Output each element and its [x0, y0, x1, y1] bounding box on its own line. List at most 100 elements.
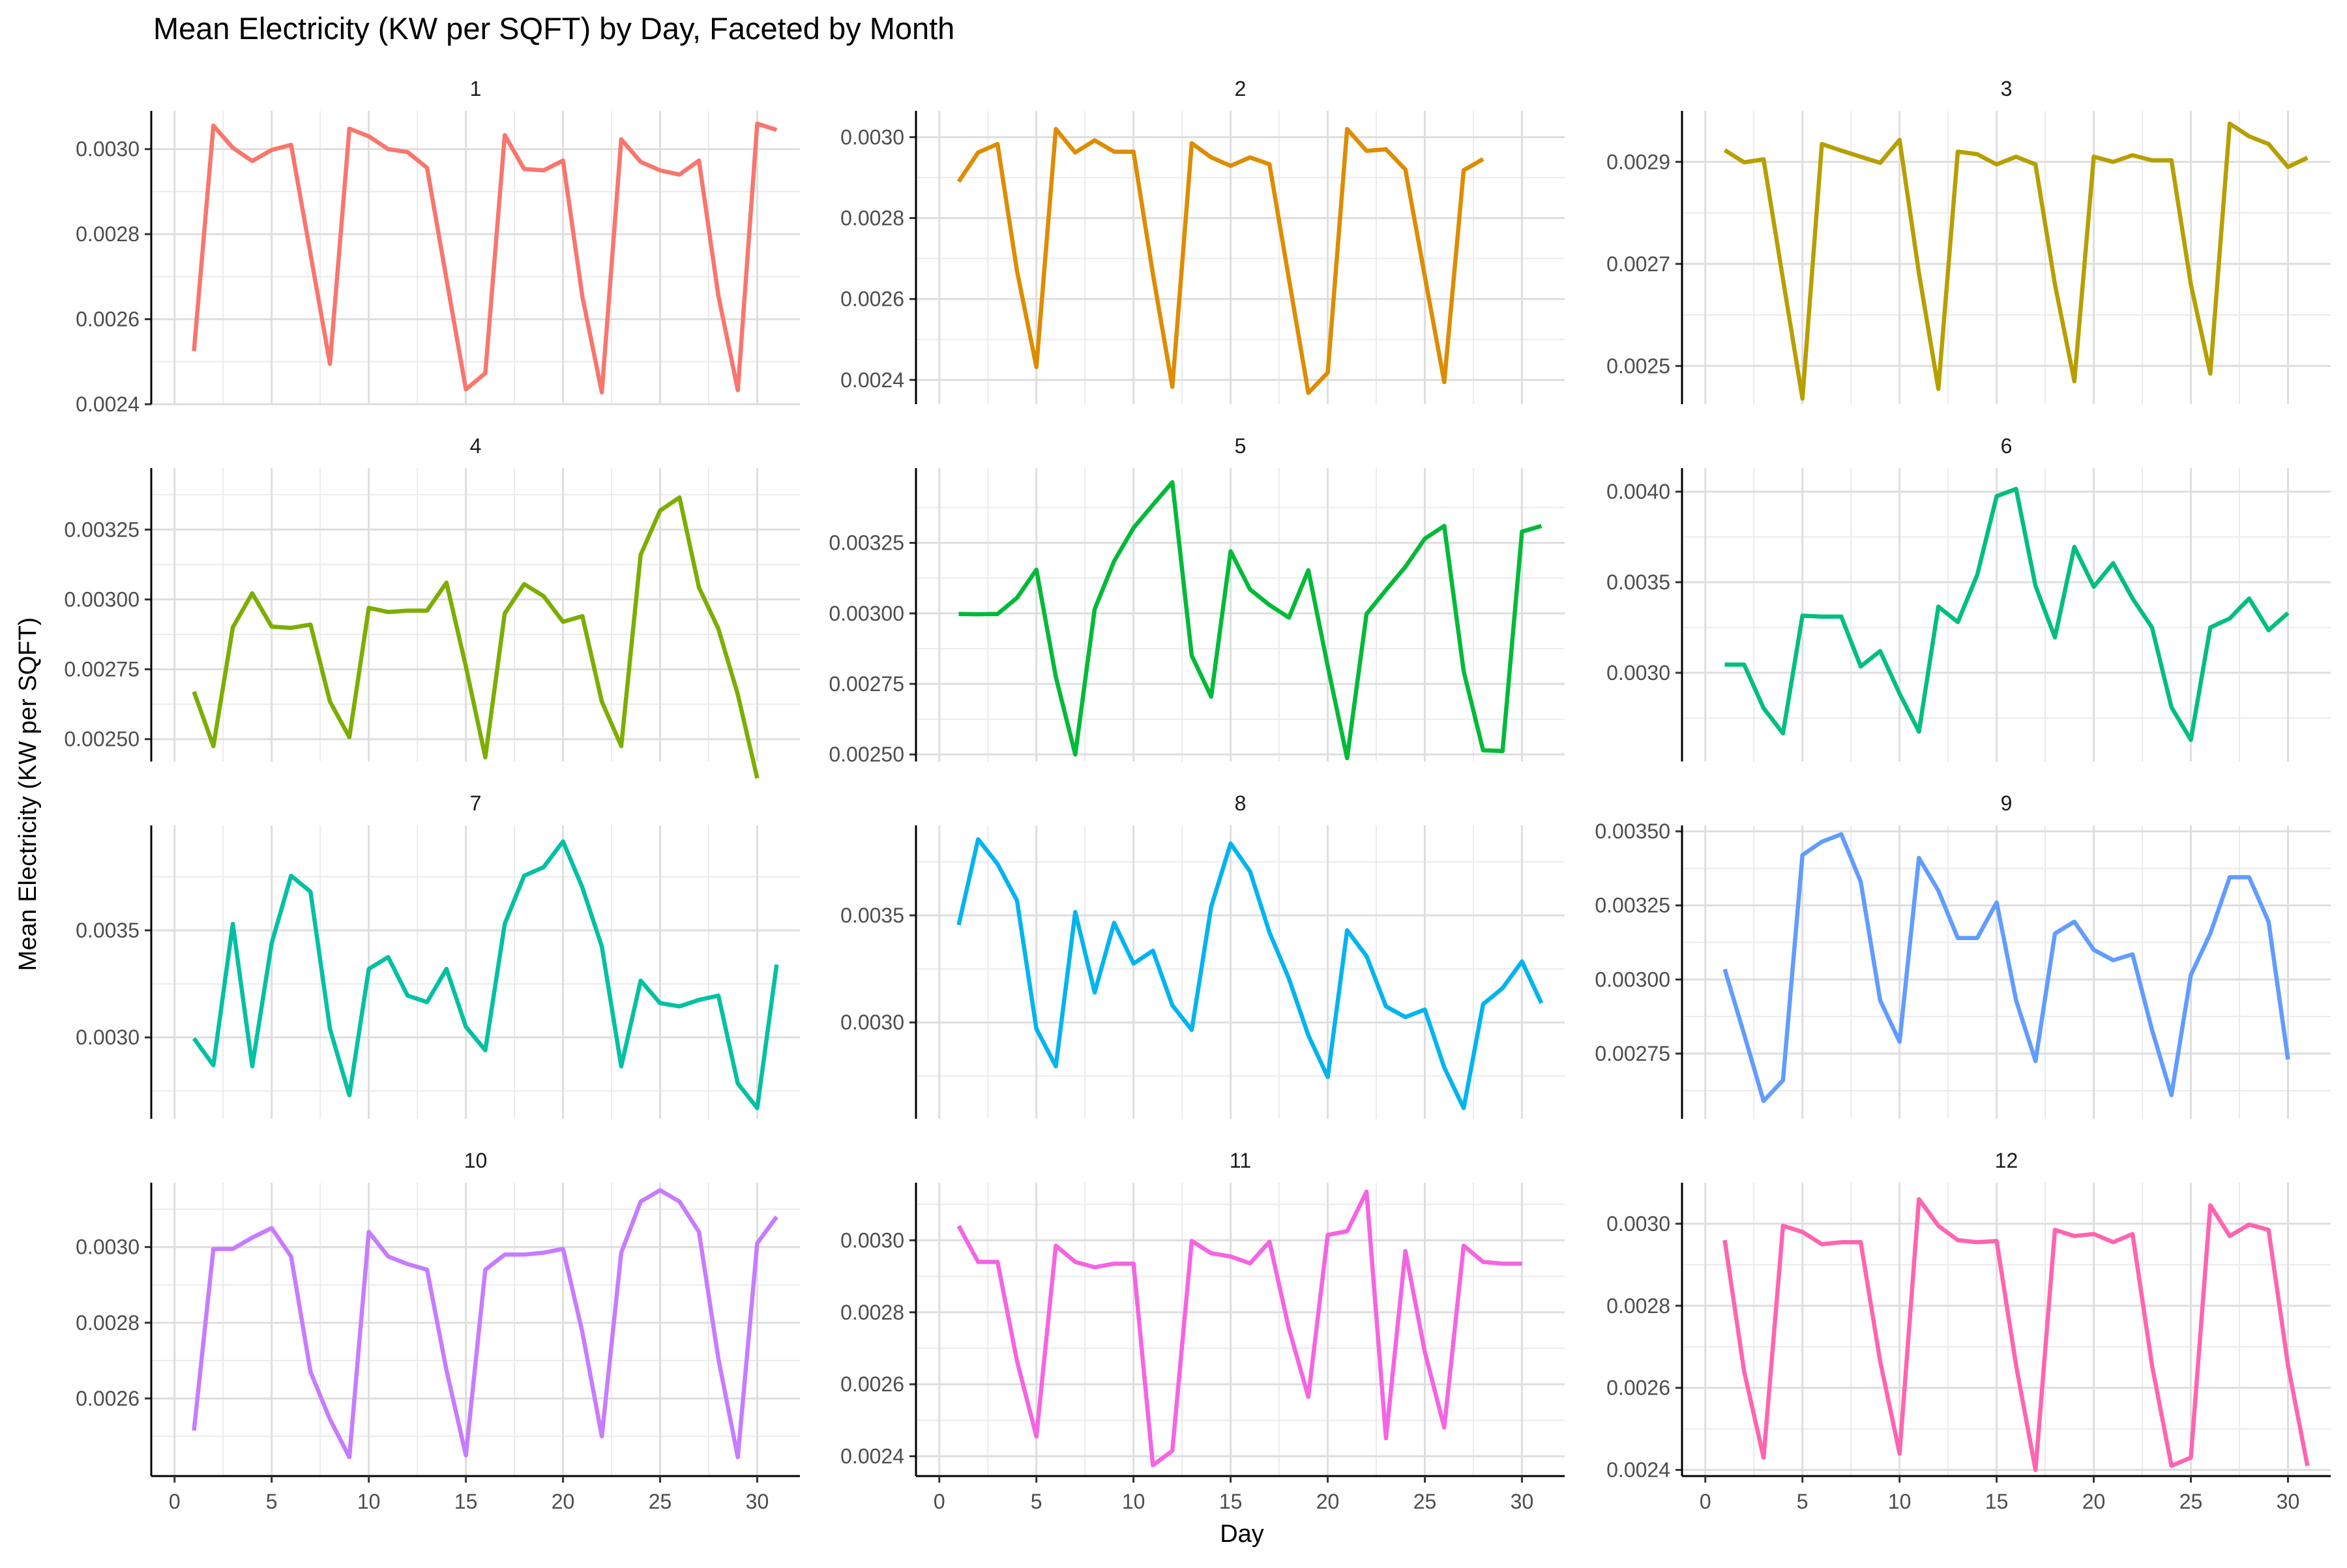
x-tick-label: 15: [1985, 1490, 2009, 1513]
facet-panel-12: 12 0.0024 0.0026 0.0028 0.0030 0 5 10 15 20 25 30: [1606, 1149, 2331, 1513]
facet-label: 3: [2001, 77, 2013, 100]
y-tick-label: 0.0028: [76, 1311, 140, 1335]
y-tick-label: 0.0035: [76, 919, 140, 942]
series-line-month-1: [192, 121, 778, 394]
y-tick-label: 0.0030: [76, 1026, 140, 1049]
facet-label: 7: [470, 791, 482, 815]
y-tick-label: 0.0026: [1606, 1376, 1670, 1400]
series-line-month-8: [956, 837, 1544, 1110]
y-tick-label: 0.00275: [64, 658, 140, 681]
facet-label: 8: [1235, 791, 1247, 815]
facet-panel-11: 11 0.0024 0.0026 0.0028 0.0030 0 5 10 15 20 25 30: [840, 1149, 1565, 1513]
x-tick-label: 5: [266, 1490, 278, 1513]
facet-label: 6: [2001, 434, 2013, 458]
facet-label: 2: [1235, 77, 1247, 100]
y-tick-label: 0.00250: [64, 728, 140, 751]
series-line-month-2: [956, 126, 1484, 395]
x-axis-title: Day: [1220, 1520, 1264, 1548]
facet-panel-10: 10 0.0026 0.0028 0.0030 0 5 10 15 20 25 30: [76, 1149, 800, 1513]
series-line-month-4: [192, 495, 760, 779]
y-tick-label: 0.0026: [840, 1372, 904, 1396]
x-tick-label: 10: [1122, 1490, 1145, 1513]
y-tick-label: 0.0026: [840, 288, 904, 311]
y-tick-label: 0.0028: [840, 206, 904, 229]
series-line-month-10: [192, 1188, 778, 1460]
facet-panel-6: 6 0.0030 0.0035 0.0040: [1606, 434, 2331, 762]
facet-panel-8: 8 0.0030 0.0035: [840, 791, 1565, 1119]
series-line-month-7: [192, 839, 779, 1110]
y-tick-label: 0.0030: [76, 138, 140, 161]
x-tick-label: 5: [1031, 1490, 1042, 1513]
x-tick-label: 20: [1316, 1490, 1340, 1513]
y-axis-title: Mean Electricity (KW per SQFT): [14, 617, 42, 971]
y-tick-label: 0.00300: [829, 602, 904, 625]
x-tick-label: 30: [746, 1490, 769, 1513]
facet-panel-1: 1 0.0024 0.0026 0.0028 0.0030: [76, 77, 800, 416]
facet-panel-4: 4 0.00250 0.00275 0.00300 0.00325: [64, 434, 800, 779]
y-tick-label: 0.00250: [829, 743, 904, 766]
y-tick-label: 0.0030: [1606, 661, 1670, 685]
y-tick-label: 0.00300: [1595, 968, 1670, 991]
y-tick-label: 0.0024: [840, 368, 904, 392]
y-tick-label: 0.0030: [1606, 1212, 1670, 1235]
x-tick-label: 20: [2082, 1490, 2106, 1513]
x-tick-label: 0: [934, 1490, 945, 1513]
facet-panel-5: 5 0.00250 0.00275 0.00300 0.00325: [829, 434, 1565, 766]
facet-panel-7: 7 0.0030 0.0035: [76, 791, 800, 1119]
x-tick-label: 25: [2179, 1490, 2203, 1513]
facet-panel-2: 2 0.0024 0.0026 0.0028 0.0030: [840, 77, 1565, 404]
y-tick-label: 0.0035: [840, 904, 904, 927]
y-tick-label: 0.0030: [76, 1235, 140, 1259]
series-line-month-5: [958, 480, 1543, 761]
x-tick-label: 15: [1219, 1490, 1243, 1513]
x-tick-label: 25: [1413, 1490, 1437, 1513]
x-tick-label: 10: [357, 1490, 381, 1513]
x-tick-label: 20: [552, 1490, 575, 1513]
y-tick-label: 0.0024: [1606, 1458, 1670, 1482]
y-tick-label: 0.00350: [1595, 820, 1670, 843]
y-tick-label: 0.0030: [840, 125, 904, 149]
y-tick-label: 0.00300: [64, 587, 140, 611]
facet-panel-9: 9 0.00275 0.00300 0.00325 0.00350: [1595, 791, 2331, 1119]
x-tick-label: 5: [1797, 1490, 1808, 1513]
chart-title: Mean Electricity (KW per SQFT) by Day, F…: [153, 11, 954, 46]
x-tick-label: 30: [1511, 1490, 1534, 1513]
y-tick-label: 0.00325: [829, 531, 904, 555]
facet-label: 9: [2001, 791, 2013, 815]
y-tick-label: 0.0035: [1606, 570, 1670, 594]
y-tick-label: 0.0025: [1606, 354, 1670, 377]
facet-label: 10: [464, 1149, 488, 1172]
series-line-month-11: [956, 1189, 1522, 1468]
x-tick-label: 25: [649, 1490, 672, 1513]
y-tick-label: 0.0029: [1606, 150, 1670, 173]
y-tick-label: 0.00275: [1595, 1042, 1670, 1065]
x-tick-label: 30: [2277, 1490, 2300, 1513]
y-tick-label: 0.00325: [1595, 894, 1670, 917]
y-tick-label: 0.00275: [829, 672, 904, 696]
y-tick-label: 0.0028: [840, 1301, 904, 1324]
y-tick-label: 0.0026: [76, 1387, 140, 1410]
x-tick-label: 0: [169, 1490, 181, 1513]
facet-label: 1: [470, 77, 482, 100]
y-tick-label: 0.0040: [1606, 480, 1670, 503]
x-tick-label: 10: [1888, 1490, 1912, 1513]
facet-label: 12: [1995, 1149, 2018, 1172]
series-line-month-3: [1723, 121, 2309, 401]
y-tick-label: 0.0030: [840, 1011, 904, 1034]
y-tick-label: 0.0028: [1606, 1294, 1670, 1318]
x-tick-label: 15: [454, 1490, 478, 1513]
y-tick-label: 0.0030: [840, 1228, 904, 1252]
facet-panels: 1 0.0024 0.0026 0.0028 0.0030 2 0.0024 0.0026 0.…: [64, 77, 2331, 1513]
facet-label: 11: [1230, 1149, 1251, 1172]
y-tick-label: 0.0026: [76, 308, 140, 331]
y-tick-label: 0.0028: [76, 222, 140, 246]
series-line-month-9: [1722, 832, 2290, 1103]
y-tick-label: 0.0027: [1606, 252, 1670, 276]
y-tick-label: 0.0024: [840, 1445, 904, 1468]
series-line-month-12: [1722, 1196, 2310, 1472]
facet-label: 4: [470, 434, 482, 458]
x-tick-label: 0: [1700, 1490, 1711, 1513]
series-line-month-6: [1724, 486, 2290, 742]
